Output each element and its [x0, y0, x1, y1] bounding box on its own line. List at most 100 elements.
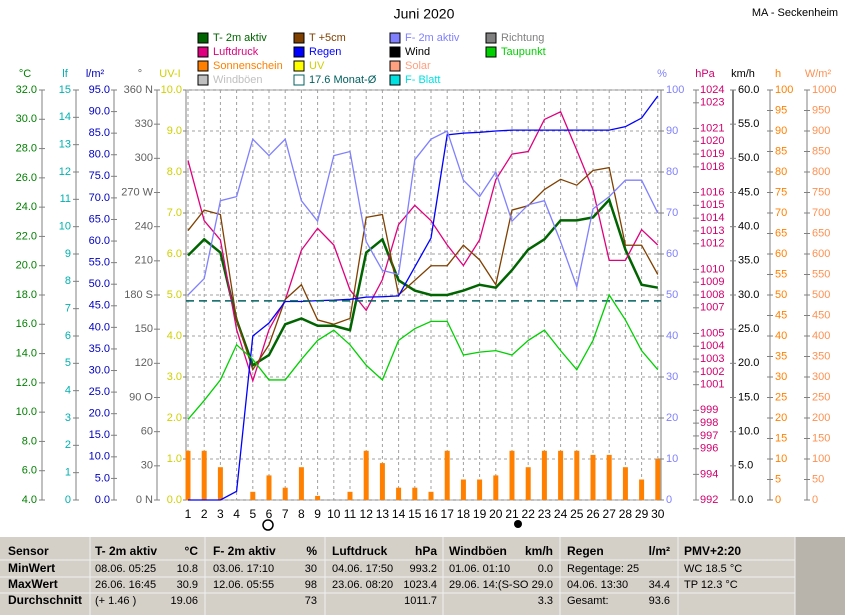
y-tick-label: 15.0 [89, 429, 110, 441]
y-tick-label: 1001 [700, 379, 724, 391]
y-tick-label: 90 [775, 125, 787, 137]
legend-label: 17.6 Monat-Ø [309, 74, 377, 86]
y-tick-label: 1021 [700, 122, 724, 134]
y-tick-label: 0 [65, 494, 71, 506]
y-tick-label: 1018 [700, 161, 724, 173]
axis-unit: % [657, 68, 667, 80]
x-tick-label: 24 [554, 507, 568, 521]
series-line [187, 130, 659, 296]
y-tick-label: 7 [65, 303, 71, 315]
y-tick-label: 20.0 [89, 408, 110, 420]
x-tick-label: 4 [233, 507, 240, 521]
y-tick-label: 5.0 [167, 289, 182, 301]
y-tick-label: 997 [700, 430, 718, 442]
y-tick-label: 26.0 [16, 172, 37, 184]
y-tick-label: 25.0 [738, 323, 759, 335]
series-line [187, 293, 659, 420]
y-tick-label: 14.0 [16, 347, 37, 359]
y-tick-label: 1014 [700, 212, 724, 224]
table-cell: 93.6 [649, 595, 670, 607]
legend-label: T- 2m aktiv [213, 32, 267, 44]
table-cell: TP 12.3 °C [684, 579, 738, 591]
bar [185, 450, 191, 500]
series-line [187, 197, 659, 368]
y-tick-label: 32.0 [16, 84, 37, 96]
table-cell: T- 2m aktiv [95, 544, 157, 558]
axis-unit: h [775, 68, 781, 80]
table-cell: hPa [415, 544, 437, 558]
y-tick-label: 90 [666, 125, 678, 137]
y-tick-label: 2 [65, 439, 71, 451]
y-tick-label: 999 [700, 404, 718, 416]
table-cell: 08.06. 05:25 [95, 563, 156, 575]
x-tick-label: 27 [603, 507, 617, 521]
x-tick-label: 29 [635, 507, 649, 521]
y-tick-label: 100 [666, 84, 684, 96]
x-tick-label: 12 [360, 507, 374, 521]
x-tick-label: 5 [249, 507, 256, 521]
y-tick-label: 8.0 [167, 166, 182, 178]
y-tick-label: 5.0 [95, 472, 110, 484]
legend-label: Regen [309, 46, 341, 58]
y-tick-label: 30.0 [738, 289, 759, 301]
x-tick-label: 16 [424, 507, 438, 521]
bar [460, 479, 466, 500]
y-tick-label: 60.0 [89, 235, 110, 247]
y-tick-label: 600 [812, 248, 830, 260]
bar [493, 475, 499, 500]
y-tick-label: 750 [812, 186, 830, 198]
y-tick-label: 100 [775, 84, 793, 96]
table-cell: % [306, 544, 317, 558]
legend-label: F- Blatt [405, 74, 440, 86]
y-tick-label: 850 [812, 145, 830, 157]
y-tick-label: 75 [775, 186, 787, 198]
y-tick-label: 150 [812, 432, 830, 444]
y-tick-label: 330 [135, 118, 153, 130]
bar [217, 467, 223, 500]
y-tick-label: 10.0 [16, 406, 37, 418]
y-tick-label: 1024 [700, 84, 724, 96]
y-tick-label: 360 N [124, 84, 153, 96]
y-tick-label: 500 [812, 289, 830, 301]
y-tick-label: 90 O [129, 391, 153, 403]
legend-label: Solar [405, 60, 431, 72]
axis-unit: UV-I [159, 68, 180, 80]
x-tick-label: 8 [298, 507, 305, 521]
legend-swatch [197, 60, 209, 72]
y-tick-label: 950 [812, 104, 830, 116]
y-tick-label: 5.0 [738, 460, 753, 472]
y-tick-label: 20 [775, 412, 787, 424]
y-tick-label: 1016 [700, 186, 724, 198]
y-tick-label: 13 [59, 139, 71, 151]
y-tick-label: 6.0 [22, 465, 37, 477]
y-tick-label: 65 [775, 227, 787, 239]
table-cell: 19.06 [170, 595, 198, 607]
table-cell: 30 [305, 563, 317, 575]
table-cell: Sensor [8, 544, 49, 558]
table-cell: 993.2 [409, 563, 437, 575]
table-cell: MinWert [8, 561, 55, 575]
y-tick-label: 1 [65, 467, 71, 479]
y-tick-label: 0 [812, 494, 818, 506]
y-tick-label: 55.0 [738, 118, 759, 130]
y-tick-label: 300 [135, 152, 153, 164]
legend-swatch [389, 32, 401, 44]
y-tick-label: 40.0 [738, 221, 759, 233]
y-tick-label: 60 [775, 248, 787, 260]
y-tick-label: 65.0 [89, 213, 110, 225]
y-tick-label: 80 [775, 166, 787, 178]
legend-label: Taupunkt [501, 46, 546, 58]
y-tick-label: 270 W [121, 186, 153, 198]
y-tick-label: 15 [775, 432, 787, 444]
axis-unit: hPa [695, 68, 715, 80]
bar [525, 467, 531, 500]
y-tick-label: 1009 [700, 276, 724, 288]
y-tick-label: 20.0 [738, 357, 759, 369]
y-tick-label: 50 [666, 289, 678, 301]
table-cell: 12.06. 05:55 [213, 579, 274, 591]
x-tick-label: 7 [282, 507, 289, 521]
bar [298, 467, 304, 500]
table-cell: l/m² [649, 544, 670, 558]
legend-swatch [485, 46, 497, 58]
